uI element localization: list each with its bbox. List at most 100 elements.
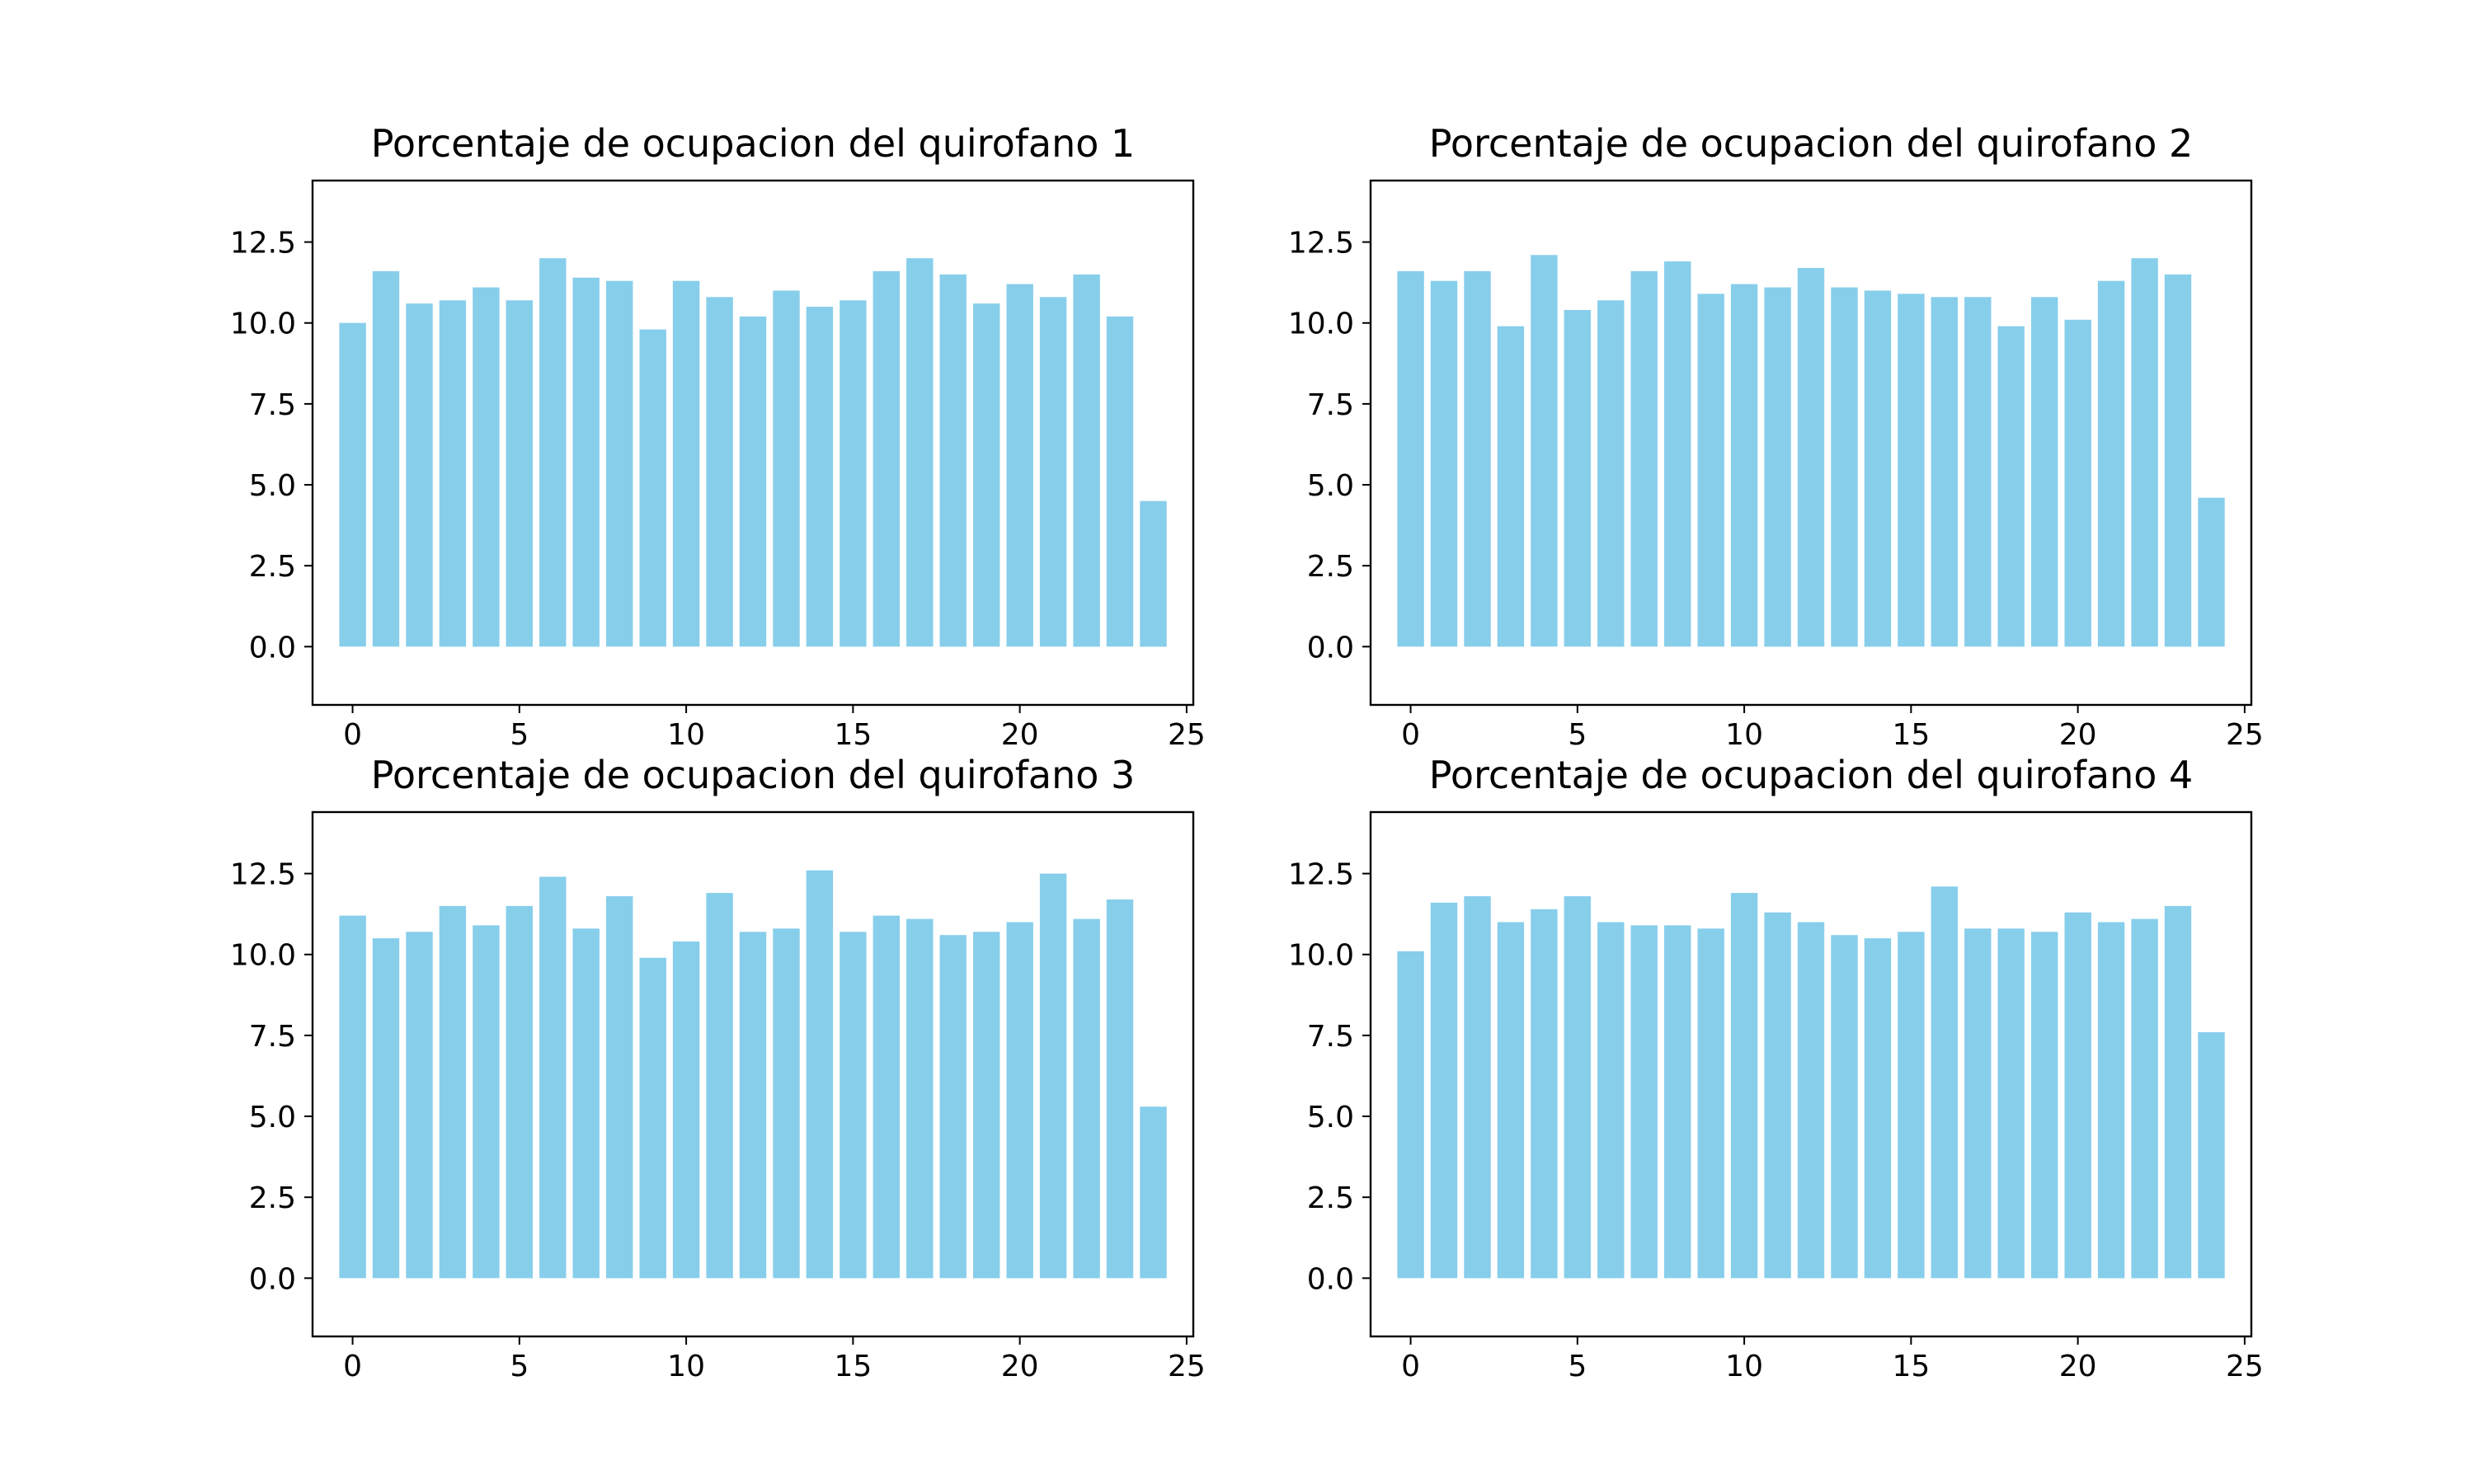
panel-title-2: Porcentaje de ocupacion del quirofano 2: [1429, 121, 2194, 166]
y-tick-label-3-4: 10.0: [230, 939, 296, 973]
bar-1-17: [906, 258, 934, 647]
bar-1-0: [339, 322, 366, 647]
x-tick-label-3-4: 20: [1001, 1350, 1039, 1383]
y-tick-label-2-3: 7.5: [1307, 388, 1354, 422]
bar-3-18: [939, 935, 967, 1279]
axes-frame-3: [311, 810, 1195, 1338]
bar-2-23: [2164, 274, 2192, 647]
x-tick-label-1-3: 15: [834, 718, 872, 752]
bar-1-4: [473, 287, 500, 647]
bar-2-9: [1697, 294, 1724, 647]
bar-2-1: [1430, 280, 1458, 647]
bar-4-7: [1630, 925, 1658, 1279]
bar-2-17: [1964, 297, 1992, 647]
bar-4-3: [1497, 922, 1525, 1279]
bar-4-10: [1730, 893, 1758, 1279]
y-tick-label-1-3: 7.5: [249, 388, 296, 422]
bar-4-22: [2131, 918, 2158, 1279]
bar-4-1: [1430, 902, 1458, 1279]
bar-2-6: [1597, 300, 1625, 647]
bar-2-22: [2131, 258, 2158, 647]
x-tick-label-3-0: 0: [343, 1350, 362, 1383]
x-tick-label-2-0: 0: [1401, 718, 1420, 752]
bar-1-15: [840, 300, 867, 647]
bar-2-24: [2198, 497, 2225, 647]
bar-3-24: [1140, 1106, 1167, 1279]
bar-3-21: [1039, 873, 1067, 1279]
x-tick-label-2-3: 15: [1892, 718, 1930, 752]
bar-3-16: [872, 915, 900, 1279]
x-tick-label-2-4: 20: [2059, 718, 2097, 752]
bar-1-7: [572, 277, 600, 647]
axes-frame-2: [1369, 179, 2253, 707]
bar-3-20: [1006, 922, 1033, 1279]
panel-title-3: Porcentaje de ocupacion del quirofano 3: [371, 753, 1136, 797]
bar-4-19: [2031, 932, 2058, 1279]
bar-2-8: [1664, 261, 1691, 647]
y-tick-label-2-0: 0.0: [1307, 631, 1354, 665]
bar-3-12: [739, 932, 767, 1279]
y-tick-label-2-2: 5.0: [1307, 469, 1354, 503]
bar-4-6: [1597, 922, 1625, 1279]
x-tick-label-2-2: 10: [1725, 718, 1763, 752]
bar-3-8: [606, 896, 633, 1279]
x-tick-label-3-3: 15: [834, 1350, 872, 1383]
x-tick-label-3-5: 25: [1168, 1350, 1206, 1383]
x-tick-label-1-5: 25: [1168, 718, 1206, 752]
panel-title-4: Porcentaje de ocupacion del quirofano 4: [1429, 753, 2194, 797]
bar-1-16: [872, 270, 900, 647]
bar-2-3: [1497, 326, 1525, 647]
plot-area-1: 0 5 10 15 20 25 0.0 2.5 5.0 7.5 10.0 12.5: [230, 179, 1206, 752]
x-tick-label-4-5: 25: [2226, 1350, 2264, 1383]
bar-4-14: [1864, 938, 1892, 1279]
plot-area-3: 0 5 10 15 20 25 0.0 2.5 5.0 7.5 10.0 12.5: [230, 810, 1206, 1383]
bar-4-24: [2198, 1032, 2225, 1279]
y-tick-label-4-0: 0.0: [1307, 1262, 1354, 1296]
y-tick-label-2-5: 12.5: [1288, 227, 1354, 261]
y-tick-label-4-4: 10.0: [1288, 939, 1354, 973]
x-tick-label-4-1: 5: [1568, 1350, 1587, 1383]
bar-4-17: [1964, 928, 1992, 1279]
bar-1-9: [639, 329, 666, 647]
bar-1-18: [939, 274, 967, 647]
panel-title-1: Porcentaje de ocupacion del quirofano 1: [371, 121, 1136, 166]
y-tick-label-1-4: 10.0: [230, 308, 296, 341]
bar-3-7: [572, 928, 600, 1279]
y-tick-label-3-1: 2.5: [249, 1181, 296, 1215]
y-tick-label-3-0: 0.0: [249, 1262, 296, 1296]
bar-4-11: [1764, 912, 1791, 1279]
bar-1-20: [1006, 284, 1033, 647]
bar-3-23: [1106, 899, 1134, 1279]
bar-2-16: [1931, 297, 1958, 647]
bar-1-6: [539, 258, 567, 647]
y-tick-label-1-1: 2.5: [249, 550, 296, 584]
bar-3-6: [539, 876, 567, 1279]
axes-frame-1: [311, 179, 1195, 707]
x-tick-label-4-3: 15: [1892, 1350, 1930, 1383]
bar-3-10: [672, 942, 700, 1279]
bar-2-14: [1864, 290, 1892, 647]
bar-3-1: [372, 938, 400, 1279]
plot-area-4: 0 5 10 15 20 25 0.0 2.5 5.0 7.5 10.0 12.5: [1288, 810, 2264, 1383]
bar-3-14: [806, 870, 834, 1279]
bar-1-24: [1140, 500, 1167, 647]
chart-panel-4: Porcentaje de ocupacion del quirofano 4 …: [1288, 753, 2264, 1383]
y-tick-label-1-2: 5.0: [249, 469, 296, 503]
bar-3-4: [473, 925, 500, 1279]
chart-panel-3: Porcentaje de ocupacion del quirofano 3 …: [230, 753, 1206, 1383]
plot-area-2: 0 5 10 15 20 25 0.0 2.5 5.0 7.5 10.0 12.5: [1288, 179, 2264, 752]
bar-2-15: [1898, 294, 1925, 647]
y-tick-label-1-0: 0.0: [249, 631, 296, 665]
x-tick-label-1-1: 5: [510, 718, 529, 752]
bar-3-22: [1073, 918, 1100, 1279]
x-tick-label-1-0: 0: [343, 718, 362, 752]
bar-1-11: [706, 297, 733, 647]
x-tick-label-4-4: 20: [2059, 1350, 2097, 1383]
y-tick-label-1-5: 12.5: [230, 227, 296, 261]
bar-2-19: [2031, 297, 2058, 647]
bar-2-10: [1730, 284, 1758, 647]
bar-4-20: [2064, 912, 2091, 1279]
bar-1-3: [439, 300, 467, 647]
bar-1-8: [606, 280, 633, 647]
x-tick-label-1-2: 10: [667, 718, 705, 752]
